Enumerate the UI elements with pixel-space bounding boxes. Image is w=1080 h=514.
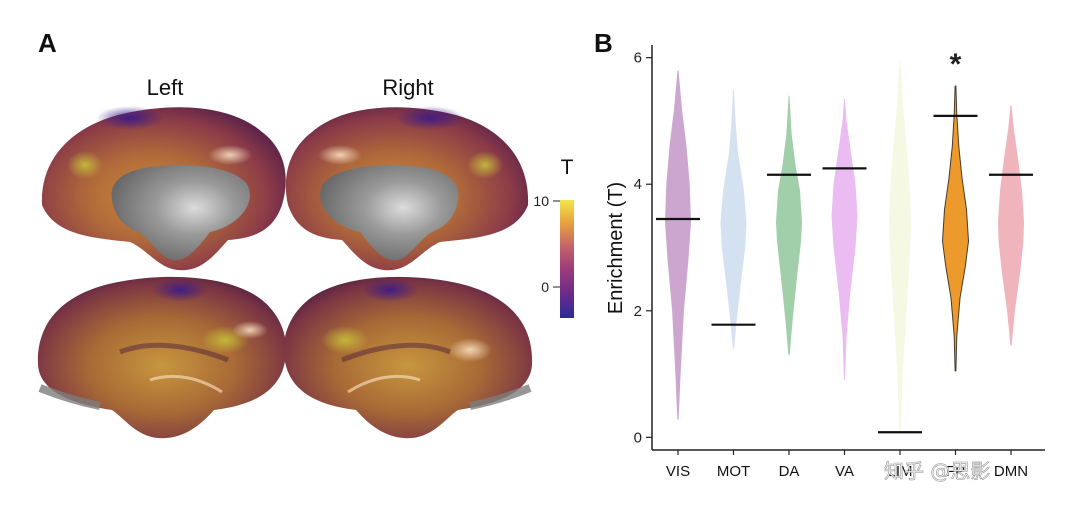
- panel-b-label: B: [594, 28, 613, 58]
- watermark-text: 知乎 @思影: [884, 459, 990, 483]
- violin-da: [776, 95, 802, 356]
- brain-left-medial: [41, 106, 286, 271]
- y-axis-title: Enrichment (T): [605, 182, 627, 314]
- left-hemisphere-label: Left: [147, 75, 184, 100]
- violin-va: [831, 98, 858, 381]
- y-tick-label: 6: [634, 50, 642, 67]
- y-tick-label: 4: [634, 176, 642, 193]
- right-hemisphere-label: Right: [382, 75, 433, 100]
- x-tick-label-dmn: DMN: [994, 463, 1028, 480]
- colorbar-tick-10: 10: [533, 193, 549, 209]
- violin-chart: 0 2 4 6 VIS MOT DA VA LIM FP DMN Enrichment (T) *: [605, 45, 1045, 480]
- colorbar: T 10 0: [533, 156, 574, 318]
- violin-fp: [942, 85, 969, 372]
- brain-left-lateral: [37, 276, 287, 439]
- x-tick-label-vis: VIS: [666, 463, 690, 480]
- y-tick-label: 0: [634, 429, 642, 446]
- x-tick-label-mot: MOT: [717, 463, 750, 480]
- violin-mot: [720, 89, 747, 349]
- colorbar-gradient: [560, 200, 574, 318]
- brain-right-lateral: [283, 276, 533, 439]
- brain-right-medial: [285, 106, 529, 271]
- x-tick-label-va: VA: [835, 463, 854, 480]
- x-tick-label-lim: LIM: [887, 463, 912, 480]
- x-tick-label-fp: FP: [946, 463, 965, 480]
- significance-star-fp: *: [950, 48, 962, 81]
- colorbar-tick-0: 0: [541, 279, 549, 295]
- x-tick-label-da: DA: [779, 463, 800, 480]
- colorbar-title: T: [561, 156, 574, 179]
- y-tick-label: 2: [634, 303, 642, 320]
- panel-a-label: A: [38, 28, 57, 58]
- violin-dmn: [998, 105, 1024, 346]
- violin-lim: [889, 60, 911, 432]
- violin-vis: [665, 70, 691, 420]
